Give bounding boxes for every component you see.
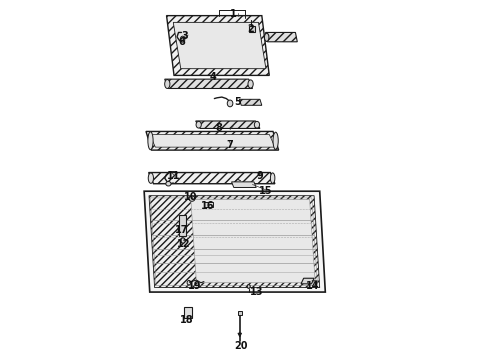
- Polygon shape: [301, 278, 314, 284]
- Ellipse shape: [265, 33, 269, 41]
- Text: 19: 19: [188, 282, 201, 292]
- Polygon shape: [191, 199, 315, 283]
- Ellipse shape: [270, 173, 275, 183]
- Polygon shape: [173, 22, 266, 69]
- Bar: [204, 202, 213, 207]
- Text: 20: 20: [235, 341, 248, 351]
- Text: 7: 7: [227, 140, 233, 149]
- Polygon shape: [149, 196, 319, 288]
- Ellipse shape: [273, 132, 278, 149]
- Polygon shape: [167, 15, 270, 75]
- Text: 9: 9: [257, 171, 263, 181]
- Ellipse shape: [254, 121, 260, 128]
- Ellipse shape: [166, 181, 171, 186]
- Text: 2: 2: [247, 24, 254, 34]
- Polygon shape: [146, 131, 279, 150]
- Polygon shape: [232, 182, 256, 188]
- Ellipse shape: [148, 173, 153, 183]
- Ellipse shape: [196, 121, 201, 128]
- Text: 8: 8: [216, 123, 222, 133]
- Polygon shape: [144, 191, 325, 292]
- Bar: [249, 26, 255, 32]
- Text: 16: 16: [201, 201, 215, 211]
- Ellipse shape: [248, 80, 253, 88]
- Text: 5: 5: [234, 96, 241, 107]
- Text: 11: 11: [167, 171, 181, 181]
- Ellipse shape: [148, 132, 153, 150]
- Polygon shape: [150, 134, 275, 147]
- Bar: [238, 311, 242, 315]
- Ellipse shape: [187, 280, 191, 285]
- Text: 14: 14: [305, 282, 319, 292]
- Text: 13: 13: [249, 287, 263, 297]
- Text: 4: 4: [210, 72, 217, 82]
- Ellipse shape: [227, 100, 233, 107]
- Polygon shape: [266, 32, 297, 42]
- Text: 10: 10: [184, 192, 197, 202]
- Ellipse shape: [247, 285, 250, 288]
- Ellipse shape: [181, 238, 185, 243]
- Polygon shape: [165, 79, 252, 89]
- Text: 17: 17: [175, 225, 188, 235]
- Polygon shape: [196, 121, 260, 129]
- Bar: [184, 307, 192, 318]
- Text: 6: 6: [178, 37, 185, 47]
- Text: 12: 12: [176, 239, 190, 248]
- Text: 15: 15: [259, 186, 272, 196]
- Polygon shape: [148, 172, 275, 184]
- Text: 3: 3: [182, 31, 189, 41]
- Ellipse shape: [180, 36, 185, 42]
- Bar: [179, 216, 186, 236]
- Ellipse shape: [189, 196, 195, 201]
- Polygon shape: [240, 99, 262, 105]
- Text: 1: 1: [230, 9, 237, 19]
- Text: 18: 18: [180, 315, 194, 325]
- Ellipse shape: [165, 80, 170, 89]
